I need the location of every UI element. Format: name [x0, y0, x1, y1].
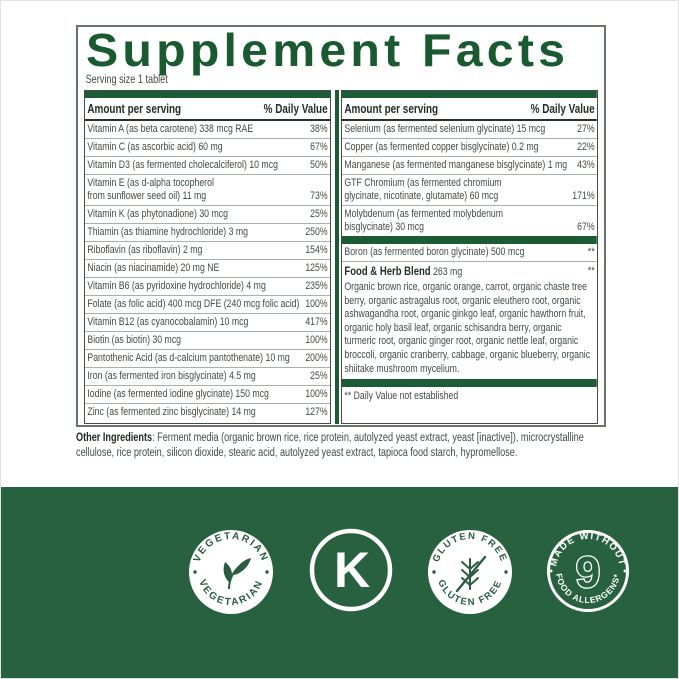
supplement-facts-panel: Supplement Facts Serving size 1 tablet A… [76, 25, 606, 427]
daily-value-footnote: ** Daily Value not established [344, 390, 459, 403]
table-row: Riboflavin (as riboflavin) 2 mg 154% [85, 242, 331, 260]
table-row: Boron (as fermented boron glycinate) 500… [342, 244, 598, 262]
table-row: Manganese (as fermented manganese bisgly… [342, 157, 598, 175]
blend-amount: 263 mg [433, 266, 463, 278]
column-header: Amount per serving % Daily Value [342, 98, 598, 121]
table-row: Pantothenic Acid (as d-calcium pantothen… [85, 350, 331, 368]
column-header: Amount per serving % Daily Value [85, 98, 331, 121]
table-row: Copper (as fermented copper bisglycinate… [342, 139, 598, 157]
page-title: Supplement Facts [86, 24, 570, 76]
blend-header: Food & Herb Blend 263 mg ** [342, 262, 597, 280]
header-amount: Amount per serving [344, 102, 439, 116]
table-row: Iron (as fermented iron bisglycinate) 4.… [85, 368, 331, 386]
nine-icon: 9 [576, 548, 600, 597]
table-row: Vitamin D3 (as fermented cholecalciferol… [85, 157, 331, 175]
other-ingredients: Other Ingredients: Ferment media (organi… [76, 431, 606, 460]
circle-k-icon: K [309, 528, 393, 612]
gluten-free-badge: GLUTEN FREE GLUTEN FREE [427, 529, 513, 620]
other-ingredients-label: Other Ingredients [76, 432, 153, 444]
header-amount: Amount per serving [87, 102, 182, 116]
table-row: Vitamin C (as ascorbic acid) 60 mg 67% [85, 139, 331, 157]
table-row: Niacin (as niacinamide) 20 mg NE 125% [85, 260, 331, 278]
thick-rule [85, 91, 331, 98]
table-row: Biotin (as biotin) 30 mcg 100% [85, 332, 331, 350]
blend-name: Food & Herb Blend [344, 264, 431, 278]
facts-column-right: Amount per serving % Daily Value Seleniu… [341, 90, 598, 424]
vegetarian-badge: VEGETARIAN VEGETARIAN [188, 529, 274, 620]
header-daily-value: % Daily Value [263, 102, 328, 116]
column-divider [335, 90, 339, 424]
thick-rule [342, 379, 598, 388]
crossed-wheat-icon [455, 555, 487, 593]
thick-rule [342, 91, 598, 98]
kosher-letter: K [334, 542, 370, 598]
table-row: Selenium (as fermented selenium glycinat… [342, 121, 598, 139]
table-row: Vitamin A (as beta carotene) 338 mcg RAE… [85, 121, 331, 139]
table-row: Iodine (as fermented iodine glycinate) 1… [85, 386, 331, 404]
table-row: Vitamin B6 (as pyridoxine hydrochloride)… [85, 278, 331, 296]
thick-rule [342, 236, 598, 244]
table-row: Molybdenum (as fermented molybdenum bisgl… [344, 207, 595, 234]
table-row: Vitamin E (as d-alpha tocopherol from sun… [85, 175, 331, 206]
header-daily-value: % Daily Value [530, 102, 595, 116]
facts-columns: Amount per serving % Daily Value Vitamin… [84, 90, 598, 424]
table-row: Folate (as folic acid) 400 mcg DFE (240 … [85, 296, 331, 314]
allergen-free-badge: MADE WITHOUT FOOD ALLERGENS* 9 [545, 528, 631, 619]
leaf-icon [223, 558, 251, 590]
table-row: Vitamin K (as phytonadione) 30 mcg 25% [85, 206, 331, 224]
table-row: Vitamin B12 (as cyanocobalamin) 10 mcg 41… [85, 314, 331, 332]
table-row: Thiamin (as thiamine hydrochloride) 3 mg… [85, 224, 331, 242]
table-row: Zinc (as fermented zinc bisglycinate) 14… [87, 405, 328, 418]
blend-ingredients: Organic brown rice, organic orange, carr… [344, 281, 591, 375]
table-row: GTF Chromium (as fermented chromium glyci… [342, 175, 598, 206]
serving-size: Serving size 1 tablet [85, 74, 168, 86]
facts-column-left: Amount per serving % Daily Value Vitamin… [84, 90, 332, 424]
other-ingredients-text: : Ferment media (organic brown rice, ric… [76, 432, 584, 459]
blend-dv: ** [587, 265, 595, 277]
kosher-badge: K [308, 527, 394, 618]
certification-band: NON GMO Project VERIFIED nongmoproject.o… [1, 487, 678, 678]
